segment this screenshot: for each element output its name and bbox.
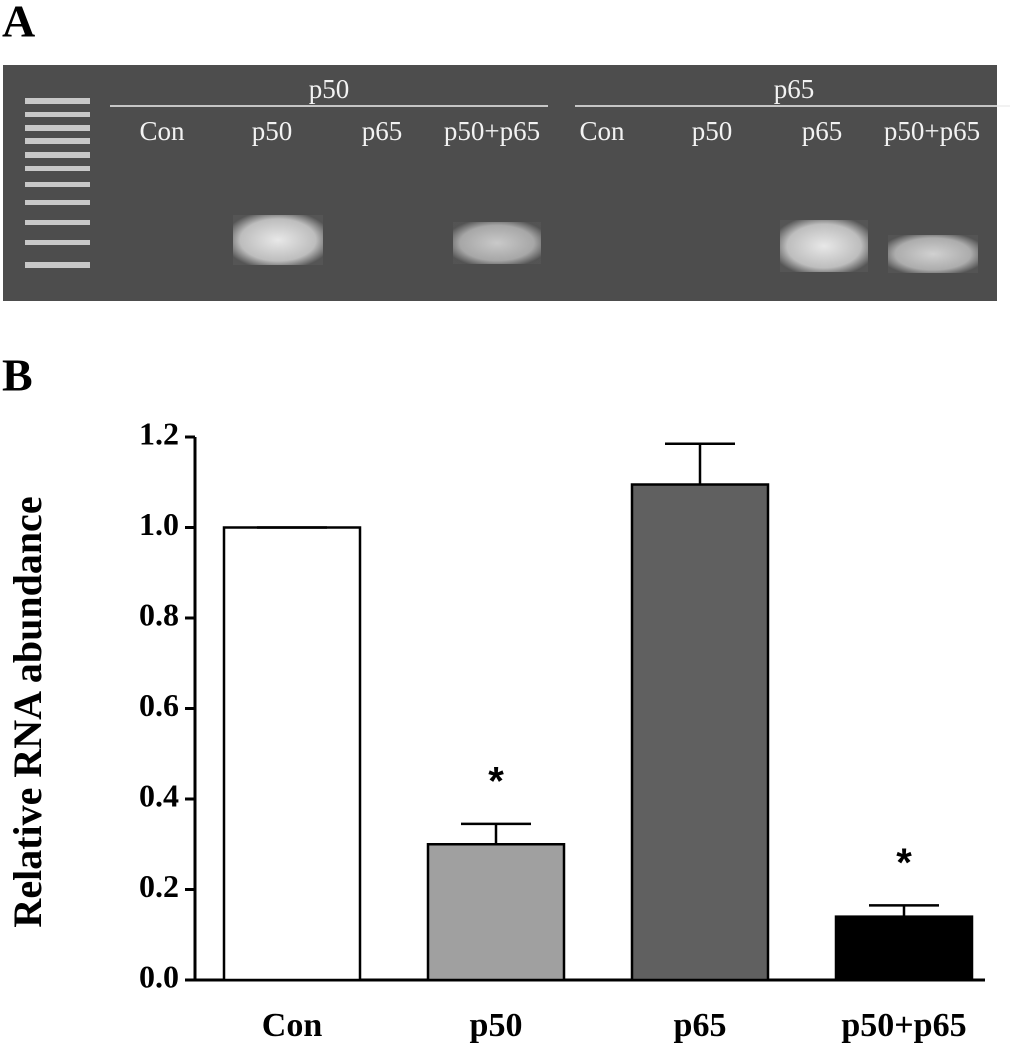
error-bar [665,442,735,485]
y-tick-label: 0.0 [139,958,179,994]
bar [630,483,770,982]
lane-label: Con [579,116,625,146]
x-tick-label: p50 [470,1007,523,1044]
lane-label: p50 [692,116,733,146]
ladder [25,98,90,268]
y-tick-label: 1.0 [139,506,179,542]
lane-label: p50 [252,116,293,146]
bar [222,526,362,982]
gel-band [233,215,323,265]
panel-label: A [2,0,35,47]
gel-band [780,220,868,272]
x-tick-label: Con [262,1007,323,1044]
group-label: p50 [309,74,350,104]
y-tick-label: 0.6 [139,687,179,723]
bar [834,915,974,982]
x-tick-label: p65 [674,1007,727,1044]
y-tick-label: 0.2 [139,868,179,904]
lane-label: p50+p65 [444,116,540,146]
lane-label: p50+p65 [884,116,980,146]
significance-mark: * [488,759,504,803]
y-tick-label: 0.4 [139,777,179,813]
significance-mark: * [896,841,912,885]
gel-band [453,222,541,264]
group-label: p65 [774,74,815,104]
lane-label: Con [139,116,185,146]
error-bar [461,822,531,845]
y-axis-label: Relative RNA abundance [5,496,50,927]
error-bar [869,904,939,917]
x-tick-label: p50+p65 [841,1007,966,1044]
gel-band [888,235,978,273]
lane-label: p65 [362,116,403,146]
y-tick-label: 1.2 [139,415,179,451]
lane-label: p65 [802,116,843,146]
bar [426,843,566,982]
panel-label: B [2,350,33,401]
gel-image: p50 Con p50 p65 p50+p65 p65 Con p50 p65 p50+p65 [3,65,1010,301]
y-tick-label: 0.8 [139,596,179,632]
